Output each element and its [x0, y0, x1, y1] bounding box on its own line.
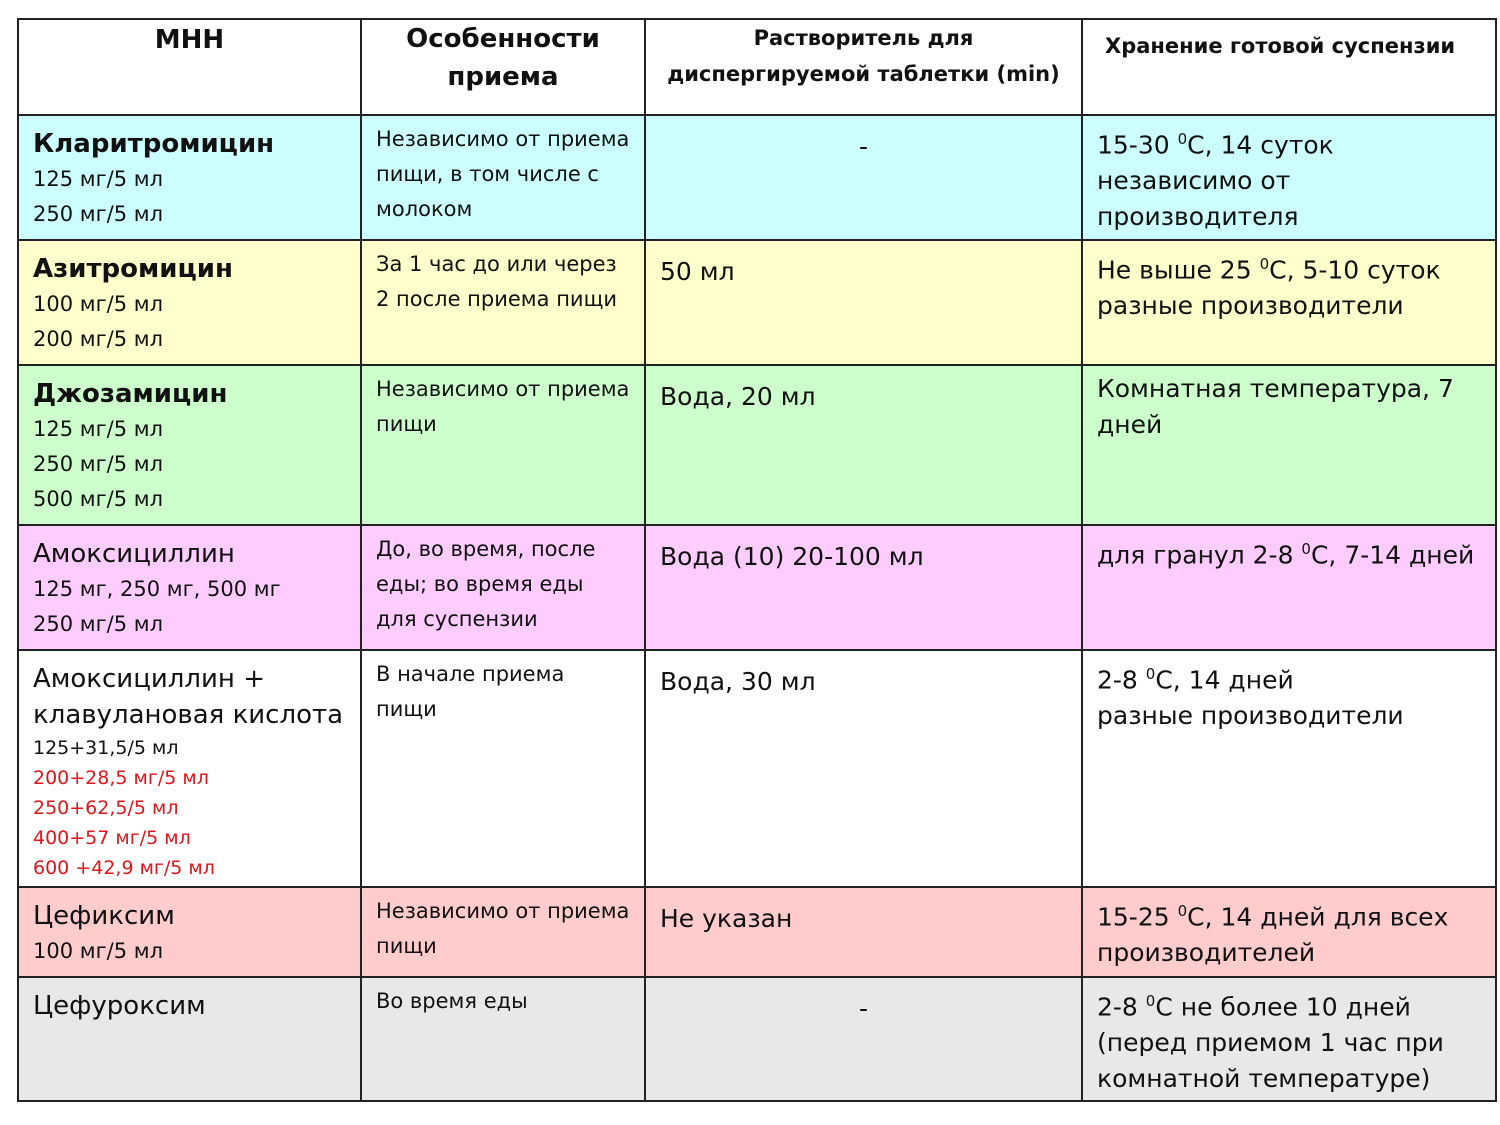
intake-cell: За 1 час до или через 2 после приема пищ… — [360, 239, 646, 366]
inn-cell: Цефуроксим — [17, 976, 362, 1102]
dose-line: 600 +42,9 мг/5 мл — [33, 857, 215, 879]
intake-cell: Независимо от приема пищи — [360, 886, 646, 978]
solvent-cell: 50 мл — [644, 239, 1083, 366]
dose-line: 400+57 мг/5 мл — [33, 827, 191, 849]
dose-line: 125+31,5/5 мл — [33, 737, 179, 759]
dose-line: 250 мг/5 мл — [33, 452, 164, 476]
storage-cell: Комнатная температура, 7 дней — [1081, 364, 1497, 526]
dose-line: 125 мг/5 мл — [33, 417, 164, 441]
dose-line: 500 мг/5 мл — [33, 487, 164, 511]
dose-line: 100 мг/5 мл — [33, 292, 164, 316]
header-intake: Особенности приема — [360, 18, 646, 116]
storage-cell: 15-25 0С, 14 дней для всех производителе… — [1081, 886, 1497, 978]
dose-line: 250 мг/5 мл — [33, 612, 164, 636]
dose-line: 200 мг/5 мл — [33, 327, 164, 351]
intake-cell: Независимо от приема пищи — [360, 364, 646, 526]
drug-name: Кларитромицин — [33, 129, 275, 159]
solvent-cell: Вода, 30 мл — [644, 649, 1083, 888]
intake-cell: Во время еды — [360, 976, 646, 1102]
inn-cell: Цефиксим 100 мг/5 мл — [17, 886, 362, 978]
dose-line: 125 мг, 250 мг, 500 мг — [33, 577, 281, 601]
antibiotics-table: МНН Особенности приема Растворитель для … — [17, 18, 1497, 1102]
dose-line: 100 мг/5 мл — [33, 939, 164, 963]
storage-cell: 2-8 0С, 14 дней разные производители — [1081, 649, 1497, 888]
inn-cell: Амоксициллин 125 мг, 250 мг, 500 мг 250 … — [17, 524, 362, 651]
solvent-cell: - — [644, 976, 1083, 1102]
intake-cell: До, во время, после еды; во время еды дл… — [360, 524, 646, 651]
intake-cell: Независимо от приема пищи, в том числе с… — [360, 114, 646, 241]
header-inn: МНН — [17, 18, 362, 116]
table-row: Амоксициллин + клавулановая кислота 125+… — [17, 649, 1497, 888]
header-storage: Хранение готовой суспензии — [1081, 18, 1497, 116]
solvent-cell: Не указан — [644, 886, 1083, 978]
dose-line: 200+28,5 мг/5 мл — [33, 767, 209, 789]
solvent-cell: Вода, 20 мл — [644, 364, 1083, 526]
storage-cell: 2-8 0С не более 10 дней (перед приемом 1… — [1081, 976, 1497, 1102]
storage-cell: 15-30 0С, 14 суток независимо от произво… — [1081, 114, 1497, 241]
table-row: Азитромицин 100 мг/5 мл 200 мг/5 мл За 1… — [17, 239, 1497, 366]
inn-cell: Азитромицин 100 мг/5 мл 200 мг/5 мл — [17, 239, 362, 366]
storage-cell: Не выше 25 0С, 5-10 суток разные произво… — [1081, 239, 1497, 366]
header-solvent: Растворитель для диспергируемой таблетки… — [644, 18, 1083, 116]
drug-name: Амоксициллин — [33, 539, 235, 569]
drug-name: Цефиксим — [33, 901, 175, 931]
solvent-cell: - — [644, 114, 1083, 241]
table-row: Кларитромицин 125 мг/5 мл 250 мг/5 мл Не… — [17, 114, 1497, 241]
table-row: Цефуроксим Во время еды - 2-8 0С не боле… — [17, 976, 1497, 1102]
solvent-cell: Вода (10) 20-100 мл — [644, 524, 1083, 651]
table-row: Амоксициллин 125 мг, 250 мг, 500 мг 250 … — [17, 524, 1497, 651]
header-row: МНН Особенности приема Растворитель для … — [17, 18, 1497, 116]
table-row: Цефиксим 100 мг/5 мл Независимо от прием… — [17, 886, 1497, 978]
dose-line: 250+62,5/5 мл — [33, 797, 179, 819]
inn-cell: Амоксициллин + клавулановая кислота 125+… — [17, 649, 362, 888]
drug-name: Джозамицин — [33, 379, 228, 409]
intake-cell: В начале приема пищи — [360, 649, 646, 888]
drug-name: Амоксициллин + клавулановая кислота — [33, 664, 344, 730]
table-row: Джозамицин 125 мг/5 мл 250 мг/5 мл 500 м… — [17, 364, 1497, 526]
dose-line: 250 мг/5 мл — [33, 202, 164, 226]
drug-name: Азитромицин — [33, 254, 233, 284]
storage-cell: для гранул 2-8 0С, 7-14 дней — [1081, 524, 1497, 651]
inn-cell: Кларитромицин 125 мг/5 мл 250 мг/5 мл — [17, 114, 362, 241]
inn-cell: Джозамицин 125 мг/5 мл 250 мг/5 мл 500 м… — [17, 364, 362, 526]
drug-name: Цефуроксим — [33, 991, 206, 1021]
dose-line: 125 мг/5 мл — [33, 167, 164, 191]
